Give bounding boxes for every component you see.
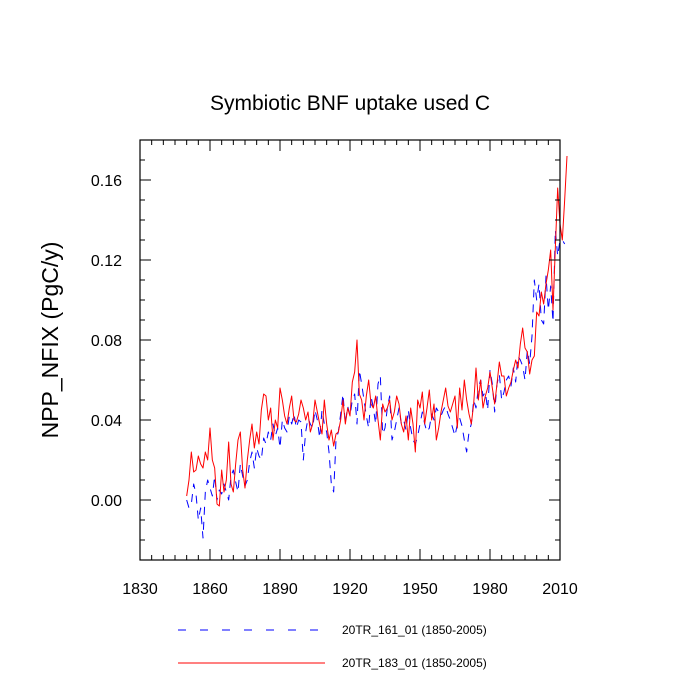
x-tick-label: 1980 — [472, 581, 508, 598]
series-layer — [186, 155, 568, 539]
x-tick-label: 1890 — [262, 581, 298, 598]
legend-label-series-2: 20TR_183_01 (1850-2005) — [342, 656, 487, 670]
x-axis: 1830 1860 1890 1920 1950 1980 2010 — [122, 140, 578, 598]
series-line-2 — [186, 155, 568, 507]
legend-label-series-1: 20TR_161_01 (1850-2005) — [342, 623, 487, 637]
x-tick-label: 2010 — [542, 581, 578, 598]
y-axis: 0.00 0.04 0.08 0.12 0.16 — [91, 139, 560, 561]
chart-title: Symbiotic BNF uptake used C — [210, 92, 490, 115]
plot-frame — [139, 139, 561, 561]
x-tick-label: 1920 — [332, 581, 368, 598]
x-tick-label: 1860 — [192, 581, 228, 598]
x-tick-label: 1950 — [402, 581, 438, 598]
series-line-1 — [186, 229, 566, 539]
y-tick-label: 0.00 — [91, 493, 122, 510]
y-tick-label: 0.12 — [91, 253, 122, 270]
x-tick-label: 1830 — [122, 581, 158, 598]
plot-area: 1830 1860 1890 1920 1950 1980 2010 0.000.040.0… — [91, 139, 578, 598]
y-tick-label: 0.04 — [91, 413, 122, 430]
legend-item-series-2: 20TR_183_01 (1850-2005) — [178, 656, 487, 670]
y-tick-label: 0.08 — [91, 333, 122, 350]
y-tick-label: 0.16 — [91, 173, 122, 190]
y-axis-label: NPP_NFIX (PgC/y) — [37, 242, 63, 439]
legend-item-series-1: 20TR_161_01 (1850-2005) — [178, 623, 487, 637]
legend: 20TR_161_01 (1850-2005) 20TR_183_01 (185… — [178, 623, 487, 670]
